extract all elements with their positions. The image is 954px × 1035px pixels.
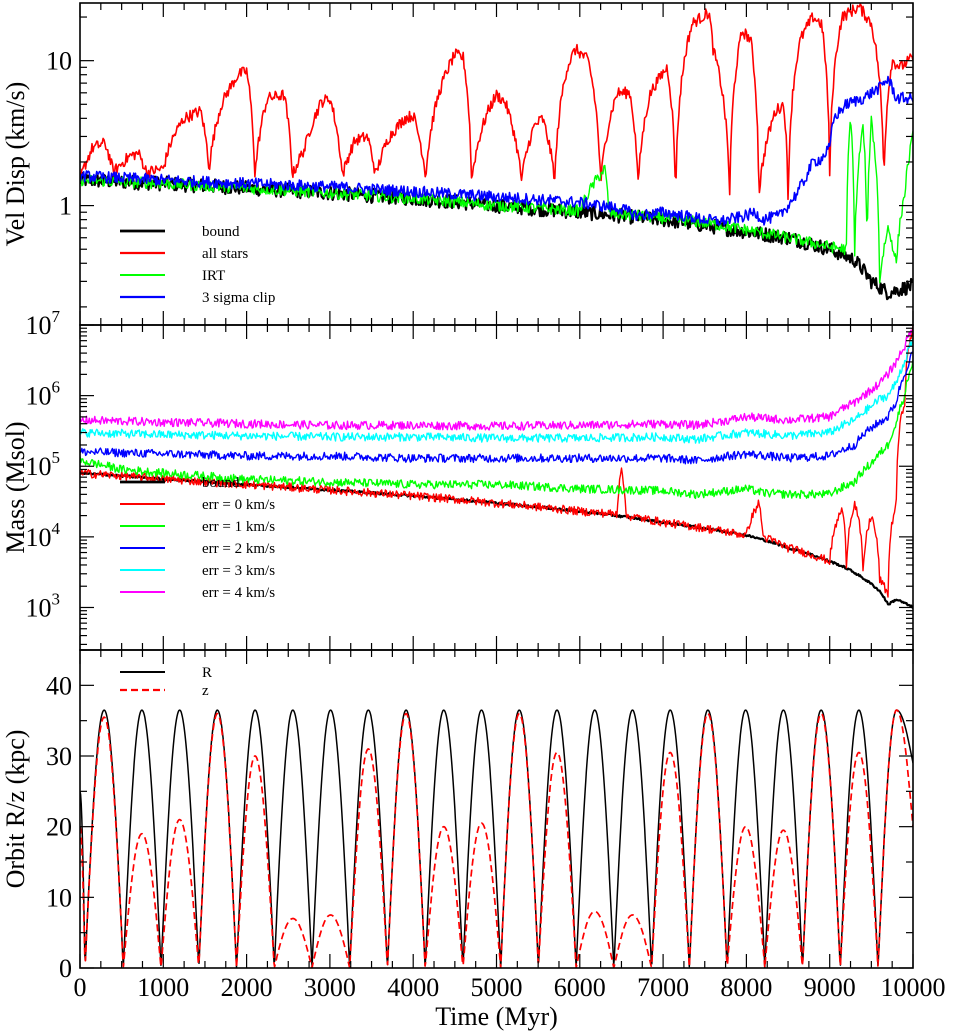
series-line-err-0-km-s <box>80 326 913 598</box>
series-line-err-4-km-s <box>80 329 913 431</box>
legend-label: err = 3 km/s <box>202 563 275 579</box>
series-line-irt <box>80 115 913 284</box>
mass-legend: bound err = 0 km/s err = 1 km/s err = 2 km/… <box>120 475 275 601</box>
veldisp-ylabel: Vel Disp (km/s) <box>1 82 30 247</box>
panel-veldisp: 1 10 Vel Disp (km/s) bound all stars IRT 3 sig… <box>1 2 914 326</box>
x-tick-label: 1000 <box>137 973 189 1002</box>
series-line-all-stars <box>80 3 913 201</box>
y-tick-label: 0 <box>59 954 72 983</box>
y-tick-label: 30 <box>46 742 72 771</box>
series-line-err-2-km-s <box>80 351 913 465</box>
legend-label: err = 2 km/s <box>202 541 275 557</box>
x-tick-label: 3000 <box>304 973 356 1002</box>
x-tick-label: 8000 <box>720 973 772 1002</box>
legend-label: err = 4 km/s <box>202 585 275 601</box>
series-line-err-1-km-s <box>80 360 913 500</box>
orbit-series <box>80 709 913 968</box>
series-line-err-3-km-s <box>80 337 913 444</box>
veldisp-series <box>80 3 913 301</box>
series-line-z <box>80 709 913 968</box>
y-tick-label: 20 <box>46 813 72 842</box>
x-axis-label: Time (Myr) <box>435 1002 558 1031</box>
mass-y-ticks: 103 104 105 106 107 <box>26 307 913 646</box>
panel-orbit: 0 10 20 30 40 0 1000 2000 3000 4000 5000 6000 7000 80… <box>1 649 946 1031</box>
series-line-3-sigma-clip <box>80 75 913 226</box>
veldisp-y-ticks: 1 10 <box>46 16 913 308</box>
mass-ylabel: Mass (Msol) <box>1 421 30 553</box>
orbit-y-ticks: 0 10 20 30 40 <box>46 649 913 983</box>
x-tick-label: 9000 <box>804 973 856 1002</box>
y-tick-label: 105 <box>26 448 61 481</box>
x-tick-label: 5000 <box>471 973 523 1002</box>
legend-label: err = 1 km/s <box>202 519 275 535</box>
mass-x-ticks <box>79 325 914 650</box>
legend-label: IRT <box>202 268 225 284</box>
orbit-ylabel: Orbit R/z (kpc) <box>1 730 30 889</box>
y-tick-label: 40 <box>46 671 72 700</box>
orbit-legend: Rz <box>120 665 212 699</box>
legend-label: bound <box>202 475 240 491</box>
x-tick-label: 4000 <box>387 973 439 1002</box>
y-tick-label: 104 <box>26 519 61 552</box>
legend-label: R <box>202 665 212 681</box>
x-tick-label: 0 <box>74 973 87 1002</box>
x-tick-label: 7000 <box>637 973 689 1002</box>
x-tick-label: 2000 <box>221 973 273 1002</box>
y-tick-label: 10 <box>46 883 72 912</box>
legend-label: 3 sigma clip <box>202 290 275 306</box>
legend-label: bound <box>202 224 240 240</box>
y-tick-label: 1 <box>59 192 72 221</box>
y-tick-label: 106 <box>26 378 61 411</box>
y-tick-label: 103 <box>26 589 61 622</box>
x-tick-label: 10000 <box>881 973 946 1002</box>
y-tick-label: 10 <box>46 47 72 76</box>
legend-label: z <box>202 683 209 699</box>
legend-label: err = 0 km/s <box>202 497 275 513</box>
panel-mass: 103 104 105 106 107 Mass (Msol) bound err = 0 k… <box>1 307 914 651</box>
veldisp-legend: bound all stars IRT 3 sigma clip <box>120 224 275 306</box>
legend-label: all stars <box>202 246 248 262</box>
x-tick-label: 6000 <box>554 973 606 1002</box>
series-line-r <box>80 709 913 968</box>
veldisp-x-ticks <box>79 3 914 325</box>
mass-series <box>80 326 913 609</box>
orbit-x-ticks: 0 1000 2000 3000 4000 5000 6000 7000 8000 9000 100… <box>74 650 946 1002</box>
y-tick-label: 107 <box>26 307 61 340</box>
